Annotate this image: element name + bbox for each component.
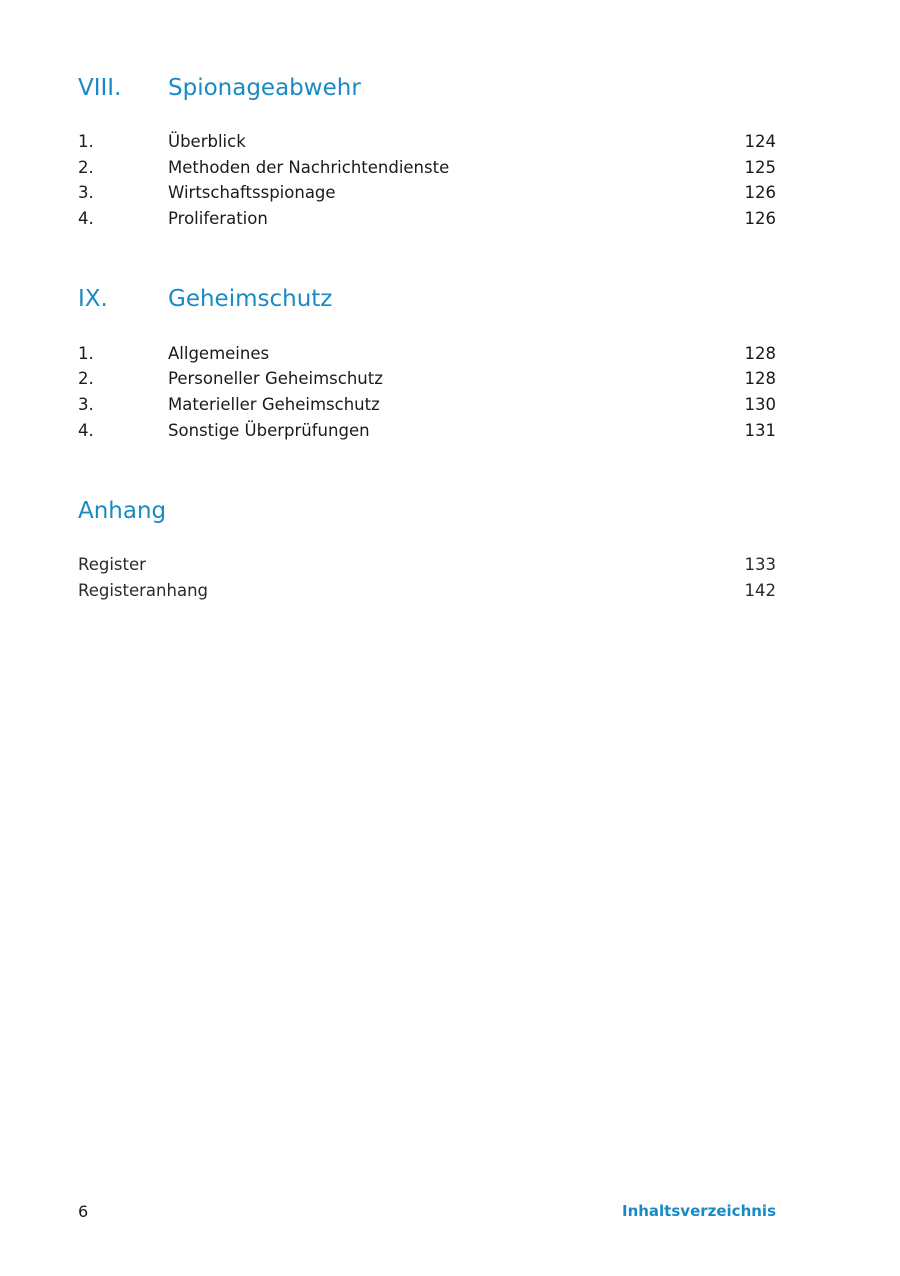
toc-entry[interactable]: 4. Proliferation 126 — [78, 206, 776, 231]
toc-entry[interactable]: 1. Überblick 124 — [78, 129, 776, 154]
entry-number: 4. — [78, 209, 94, 228]
appendix-title: Anhang — [78, 498, 167, 524]
entry-number: 3. — [78, 395, 94, 414]
toc-entry[interactable]: Registeranhang 142 — [78, 578, 776, 603]
toc-entry[interactable]: Register 133 — [78, 552, 776, 577]
entry-page: 124 — [744, 132, 777, 151]
entry-title: Materieller Geheimschutz — [168, 395, 380, 414]
section-number: IX. — [78, 286, 108, 312]
toc-entry[interactable]: 1. Allgemeines 128 — [78, 341, 776, 366]
section-title: Geheimschutz — [168, 286, 333, 312]
toc-entry[interactable]: 4. Sonstige Überprüfungen 131 — [78, 418, 776, 443]
entry-title: Register — [78, 555, 146, 574]
toc-entry[interactable]: 2. Personeller Geheimschutz 128 — [78, 366, 776, 391]
entry-page: 126 — [744, 209, 777, 228]
footer-page-number: 6 — [78, 1202, 89, 1221]
entry-number: 3. — [78, 183, 94, 202]
entry-page: 131 — [744, 421, 777, 440]
entry-page: 142 — [744, 581, 777, 600]
entry-page: 130 — [744, 395, 777, 414]
section-title: Spionageabwehr — [168, 75, 361, 101]
entry-page: 133 — [744, 555, 777, 574]
entry-title: Methoden der Nachrichtendienste — [168, 158, 450, 177]
entry-title: Allgemeines — [168, 344, 270, 363]
entry-number: 4. — [78, 421, 94, 440]
entry-title: Personeller Geheimschutz — [168, 369, 383, 388]
entry-title: Überblick — [168, 132, 246, 151]
entry-number: 1. — [78, 132, 94, 151]
entry-page: 125 — [744, 158, 777, 177]
entry-number: 1. — [78, 344, 94, 363]
toc-entry[interactable]: 3. Wirtschaftsspionage 126 — [78, 180, 776, 205]
entry-number: 2. — [78, 369, 94, 388]
entry-number: 2. — [78, 158, 94, 177]
entry-title: Registeranhang — [78, 581, 209, 600]
section-number: VIII. — [78, 75, 122, 101]
entry-page: 128 — [744, 369, 777, 388]
toc-entry[interactable]: 3. Materieller Geheimschutz 130 — [78, 392, 776, 417]
footer-title: Inhaltsverzeichnis — [621, 1202, 776, 1220]
entry-title: Wirtschaftsspionage — [168, 183, 336, 202]
entry-page: 126 — [744, 183, 777, 202]
entry-page: 128 — [744, 344, 777, 363]
toc-entry[interactable]: 2. Methoden der Nachrichtendienste 125 — [78, 155, 776, 180]
entry-title: Sonstige Überprüfungen — [168, 421, 370, 440]
entry-title: Proliferation — [168, 209, 268, 228]
